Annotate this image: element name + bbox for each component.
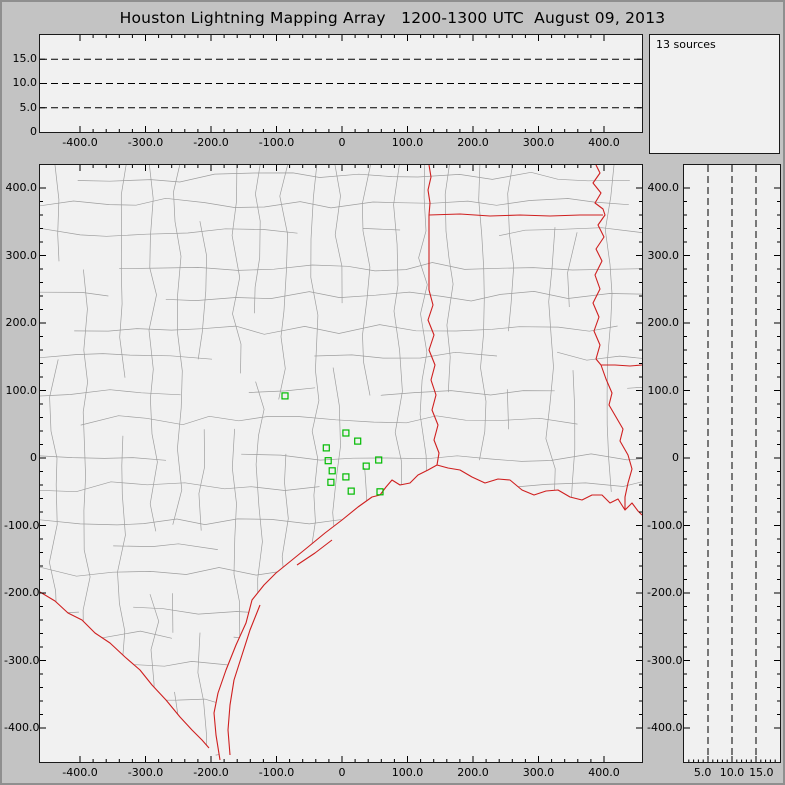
lma-station-marker xyxy=(342,429,350,437)
lma-station-marker xyxy=(328,467,336,475)
y-tick-label: -400.0 xyxy=(647,721,683,734)
y-tick-label: -200.0 xyxy=(647,586,683,599)
y-tick-label: -100.0 xyxy=(4,518,40,532)
altitude-ew-panel xyxy=(39,34,643,133)
altitude-ew-x-axis-labels: -400.0 -300.0 -200.0 -100.0 0 100.0 200.0 300.0… xyxy=(53,136,631,150)
map-x-axis-labels: -400.0 -300.0 -200.0 -100.0 0 100.0 200.0 300.0… xyxy=(53,766,631,780)
sources-count-label: 13 sources xyxy=(656,38,716,51)
y-tick-label: 400.0 xyxy=(5,181,38,194)
x-tick-label: 300.0 xyxy=(522,766,555,779)
altitude-ns-x-axis-labels: 5.0 10.0 15.0 xyxy=(688,766,776,780)
lma-station-marker xyxy=(281,392,289,400)
lma-station-marker xyxy=(376,488,384,496)
altitude-ns-plot-area[interactable] xyxy=(684,165,780,762)
altitude-ns-panel xyxy=(683,164,781,763)
x-tick-label: -400.0 xyxy=(62,136,98,149)
sources-info-panel: 13 sources xyxy=(649,34,780,154)
y-tick-label: 300.0 xyxy=(5,248,38,262)
x-tick-label: 0 xyxy=(338,136,346,149)
x-tick-label: -400.0 xyxy=(62,766,98,779)
y-tick-label: 300.0 xyxy=(647,248,680,262)
y-tick-label: 15.0 xyxy=(12,52,38,65)
x-tick-label: 5.0 xyxy=(693,766,712,779)
x-tick-label: 200.0 xyxy=(457,766,489,779)
altitude-ew-plot-area[interactable] xyxy=(40,35,642,132)
plan-view-map-panel xyxy=(39,164,643,763)
y-tick-label: 10.0 xyxy=(12,76,38,90)
y-tick-label: 5.0 xyxy=(19,100,38,114)
x-tick-label: 100.0 xyxy=(391,136,424,149)
lma-station-marker xyxy=(362,462,370,470)
lma-station-marker xyxy=(324,457,332,465)
lma-station-marker xyxy=(347,487,355,495)
lma-station-marker xyxy=(342,473,350,481)
y-tick-label: -300.0 xyxy=(647,653,683,667)
x-tick-label: -200.0 xyxy=(193,136,229,149)
y-tick-label: 100.0 xyxy=(5,383,38,397)
x-tick-label: 10.0 xyxy=(719,766,745,779)
y-tick-label: -300.0 xyxy=(4,653,40,667)
lma-station-marker xyxy=(375,456,383,464)
y-tick-label: 200.0 xyxy=(647,316,680,329)
y-tick-label: 400.0 xyxy=(647,181,680,194)
x-tick-label: 15.0 xyxy=(749,766,774,779)
x-tick-label: 200.0 xyxy=(457,136,489,149)
x-tick-label: -100.0 xyxy=(258,766,295,779)
plan-view-map-plot-area[interactable] xyxy=(40,165,642,762)
altitude-ew-y-axis-labels: 15.0 10.0 5.0 0 xyxy=(4,52,38,139)
lma-station-marker xyxy=(327,478,335,486)
y-tick-label: 0 xyxy=(30,451,37,464)
page-title: Houston Lightning Mapping Array 1200-130… xyxy=(119,9,666,27)
x-tick-label: 400.0 xyxy=(588,136,620,149)
x-tick-label: 100.0 xyxy=(391,766,424,779)
y-tick-label: 200.0 xyxy=(5,316,38,329)
y-tick-label: -400.0 xyxy=(4,721,40,734)
lma-station-marker xyxy=(322,444,330,452)
lma-station-marker xyxy=(354,437,362,445)
x-tick-label: 300.0 xyxy=(522,136,555,149)
x-tick-label: -200.0 xyxy=(193,766,229,779)
x-tick-label: -300.0 xyxy=(127,766,164,779)
map-y-axis-labels: 400.0 300.0 200.0 100.0 0 -100.0 -200.0 -300.0 -… xyxy=(4,181,40,735)
x-tick-label: -300.0 xyxy=(127,136,164,149)
altitude-ns-y-axis-labels: 400.0 300.0 200.0 100.0 0 -100.0 -200.0 -300.0 -… xyxy=(647,181,683,735)
x-tick-label: 0 xyxy=(338,766,346,779)
y-tick-label: 100.0 xyxy=(647,383,680,397)
y-tick-label: -200.0 xyxy=(4,586,40,599)
y-tick-label: -100.0 xyxy=(647,518,683,532)
y-tick-label: 0 xyxy=(672,451,679,464)
x-tick-label: -100.0 xyxy=(258,136,295,149)
x-tick-label: 400.0 xyxy=(588,766,620,779)
y-tick-label: 0 xyxy=(30,124,37,138)
